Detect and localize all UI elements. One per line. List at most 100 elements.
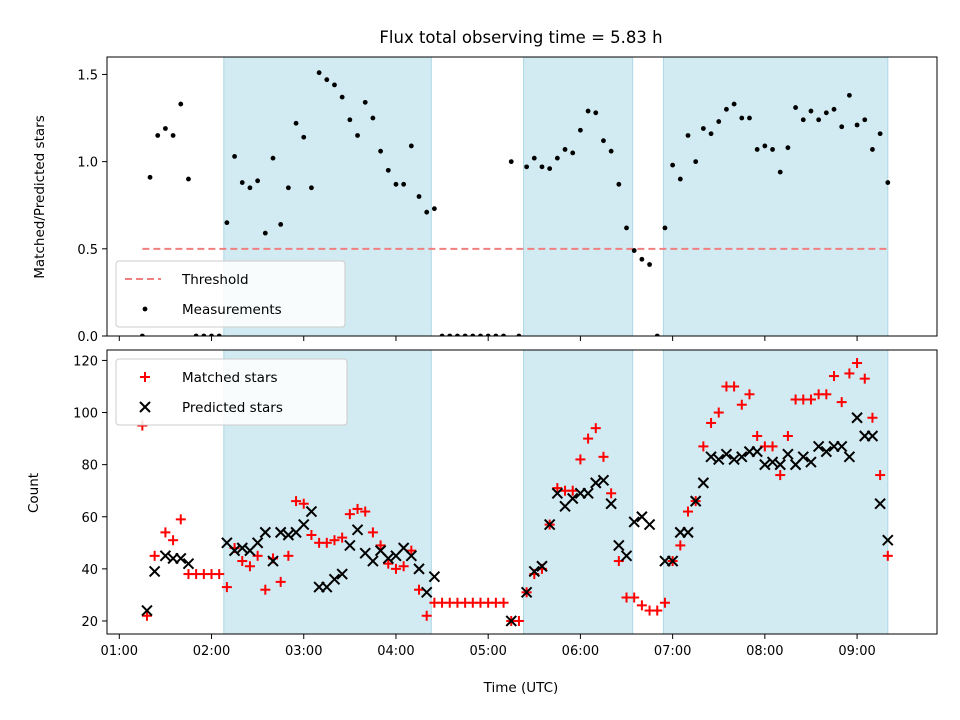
legend-label: Predicted stars bbox=[182, 400, 283, 416]
measurements-point bbox=[762, 143, 768, 149]
y-tick-label: 40 bbox=[81, 563, 98, 578]
matched-stars-point bbox=[675, 540, 686, 551]
measurements-point bbox=[570, 150, 576, 156]
predicted-stars-point bbox=[305, 505, 318, 518]
matched-stars-point bbox=[882, 550, 893, 561]
x-tick-label: 07:00 bbox=[654, 644, 691, 659]
measurements-point bbox=[808, 108, 814, 114]
predicted-stars-point bbox=[759, 458, 771, 471]
y-tick-label: 80 bbox=[81, 459, 98, 474]
y-tick-label: 0.5 bbox=[77, 243, 98, 258]
shaded-interval bbox=[523, 57, 634, 336]
matched-stars-point bbox=[298, 498, 309, 509]
matched-stars-point bbox=[606, 488, 617, 499]
measurements-point bbox=[424, 209, 430, 215]
bottom-panel-counts: 01:00 02:00 03:00 04:00 05:00 06:00 07:00 08:00… bbox=[73, 349, 938, 659]
measurements-point bbox=[754, 147, 760, 152]
measurements-point bbox=[793, 105, 798, 110]
matched-stars-point bbox=[175, 514, 186, 525]
measurements-point bbox=[147, 174, 153, 180]
matched-stars-point bbox=[629, 592, 640, 603]
predicted-stars-point bbox=[336, 568, 348, 580]
figure-title: Flux total observing time = 5.83 h bbox=[379, 28, 662, 47]
measurements-point bbox=[770, 147, 775, 152]
measurements-point bbox=[155, 133, 161, 138]
measurements-point bbox=[416, 194, 422, 199]
measurements-point bbox=[662, 225, 668, 231]
matched-stars-point bbox=[421, 610, 432, 621]
measurements-point bbox=[508, 159, 514, 165]
measurements-point bbox=[693, 159, 699, 165]
y-tick-label: 1.5 bbox=[77, 68, 98, 83]
measurements-point bbox=[839, 124, 845, 130]
matched-stars-point bbox=[283, 550, 294, 561]
predicted-stars-point bbox=[536, 560, 548, 572]
measurements-point bbox=[846, 92, 852, 98]
matched-stars-point bbox=[306, 529, 317, 540]
x-tick-label: 06:00 bbox=[562, 644, 599, 659]
matched-stars-point bbox=[406, 545, 417, 556]
measurements-point bbox=[324, 77, 330, 83]
predicted-stars-point bbox=[228, 544, 241, 557]
matched-stars-point bbox=[321, 537, 332, 548]
measurements-point bbox=[293, 120, 299, 126]
matched-stars-point bbox=[168, 535, 179, 546]
measurements-point bbox=[516, 333, 522, 336]
legend-label: Threshold bbox=[181, 272, 249, 288]
predicted-stars-point bbox=[797, 451, 809, 463]
predicted-stars-point bbox=[597, 474, 610, 486]
predicted-stars-point bbox=[236, 542, 248, 554]
measurements-point bbox=[485, 333, 491, 336]
x-tick-label: 05:00 bbox=[469, 644, 506, 659]
predicted-stars-point bbox=[705, 451, 717, 463]
matched-stars-point bbox=[752, 430, 763, 441]
legend-swatch bbox=[139, 401, 151, 413]
predicted-stars-point bbox=[505, 615, 517, 627]
matched-stars-point bbox=[221, 582, 232, 593]
measurements-point bbox=[216, 333, 222, 336]
measurements-point bbox=[624, 225, 629, 231]
measurements-point bbox=[362, 99, 368, 105]
x-tick-label: 08:00 bbox=[746, 644, 783, 659]
measurements-point bbox=[262, 230, 268, 236]
predicted-stars-point bbox=[820, 445, 833, 458]
matched-stars-point bbox=[390, 563, 401, 574]
measurements-point bbox=[278, 222, 284, 227]
matched-stars-point bbox=[829, 371, 840, 382]
x-axis-label: Time (UTC) bbox=[483, 680, 559, 696]
y-tick-label: 1.0 bbox=[77, 156, 98, 171]
measurements-point bbox=[316, 70, 322, 76]
predicted-stars-point bbox=[367, 555, 379, 567]
predicted-stars-point bbox=[141, 604, 153, 617]
measurements-point bbox=[547, 166, 553, 172]
predicted-stars-point bbox=[643, 518, 656, 531]
legend-label: Matched stars bbox=[182, 370, 278, 386]
matched-stars-point bbox=[398, 561, 409, 572]
measurements-point bbox=[455, 333, 460, 336]
legend-swatch bbox=[140, 372, 150, 382]
matched-stars-point bbox=[513, 615, 524, 626]
measurements-point bbox=[716, 119, 722, 124]
measurements-point bbox=[447, 333, 453, 336]
matched-stars-point bbox=[149, 550, 160, 561]
matched-stars-point bbox=[337, 532, 348, 543]
matched-stars-point bbox=[344, 509, 355, 520]
plot-frame bbox=[106, 349, 938, 635]
measurements-point bbox=[139, 333, 145, 336]
measurements-point bbox=[700, 126, 706, 131]
measurements-point bbox=[616, 181, 622, 187]
matched-stars-point bbox=[590, 423, 601, 434]
measurements-point bbox=[301, 134, 307, 140]
measurements-point bbox=[209, 333, 214, 336]
measurements-point bbox=[408, 143, 414, 149]
measurements-point bbox=[178, 101, 184, 107]
predicted-stars-point bbox=[720, 448, 733, 460]
matched-stars-point bbox=[698, 441, 709, 452]
bottom-y-axis-label: Count bbox=[26, 473, 42, 513]
measurements-point bbox=[393, 181, 399, 187]
predicted-stars-point bbox=[382, 552, 394, 565]
predicted-stars-point bbox=[812, 440, 825, 453]
predicted-stars-point bbox=[835, 440, 848, 453]
measurements-point bbox=[747, 115, 752, 121]
